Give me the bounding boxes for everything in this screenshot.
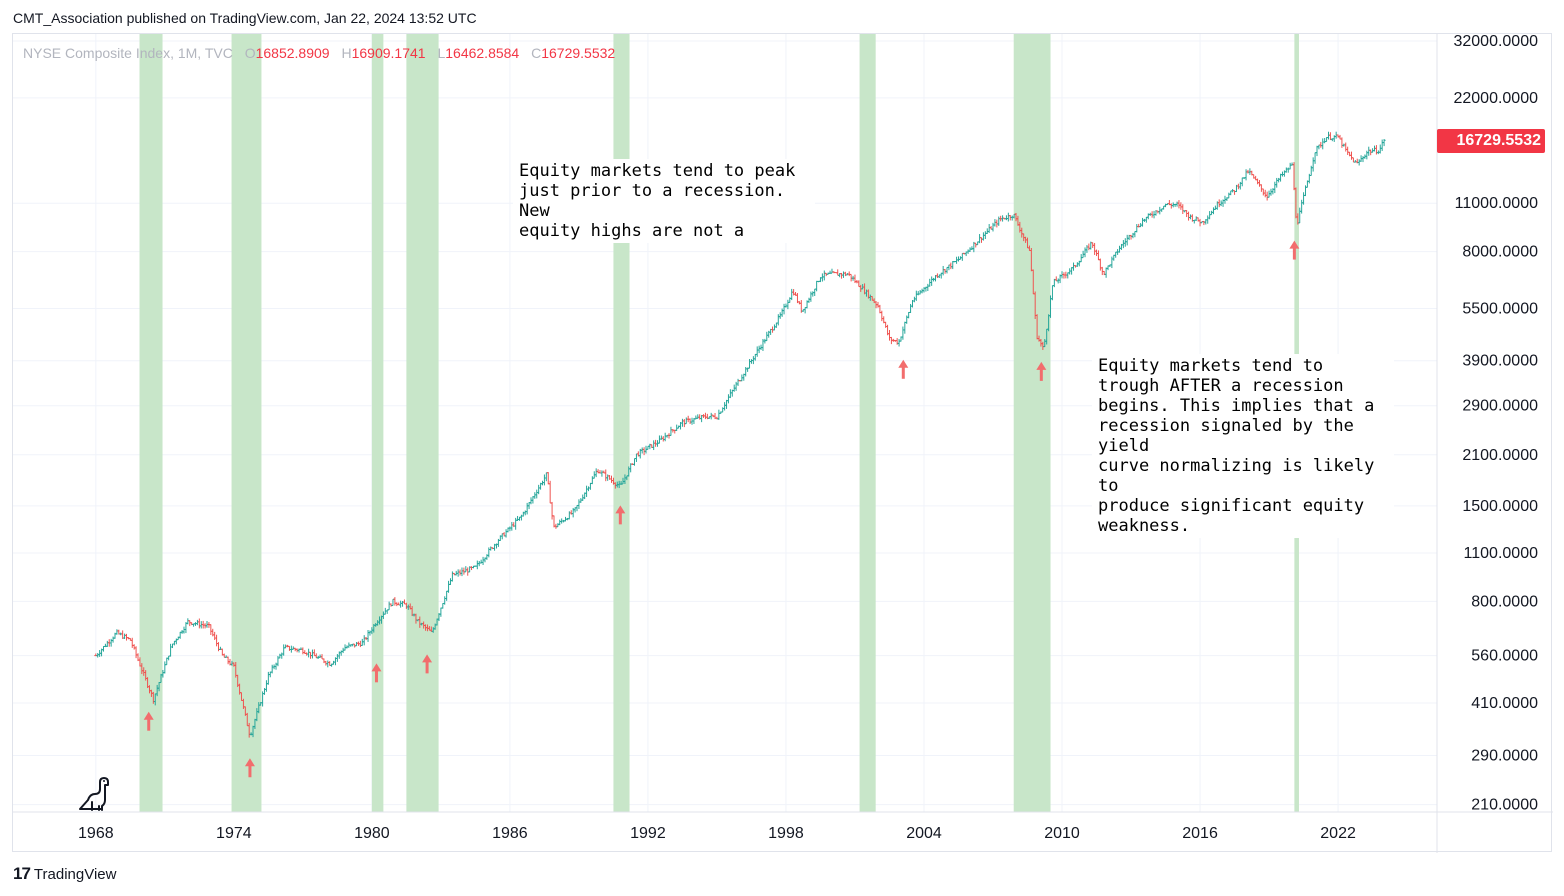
up-arrow-icon: [422, 654, 433, 663]
up-arrow-icon: [371, 663, 382, 672]
low-value: 16462.8584: [445, 45, 520, 61]
tradingview-footer[interactable]: 17 TradingView: [13, 864, 116, 884]
x-tick-label: 1974: [216, 825, 252, 842]
high-label: H: [341, 45, 352, 61]
x-tick-label: 2016: [1182, 825, 1218, 842]
x-tick-label: 2004: [906, 825, 942, 842]
dinosaur-icon: [79, 777, 109, 811]
tradingview-brand: TradingView: [33, 865, 117, 883]
up-arrow-icon: [143, 711, 154, 720]
recession-band: [231, 34, 262, 812]
up-arrow-icon: [898, 359, 909, 368]
up-arrow-icon: [615, 505, 626, 514]
up-arrow-icon: [244, 758, 255, 767]
x-tick-label: 1998: [768, 825, 804, 842]
y-tick-label: 3900.0000: [1462, 353, 1538, 370]
symbol-legend[interactable]: NYSE Composite Index, 1M, TVC O16852.890…: [23, 45, 615, 61]
recession-band: [1013, 34, 1051, 812]
last-price-badge: 16729.5532: [1437, 129, 1545, 153]
open-value: 16852.8909: [255, 45, 330, 61]
peak-annotation[interactable]: Equity markets tend to peak just prior t…: [513, 159, 815, 243]
y-tick-label: 410.0000: [1471, 695, 1538, 712]
close-value: 16729.5532: [541, 45, 616, 61]
x-tick-label: 2010: [1044, 825, 1080, 842]
x-tick-label: 2022: [1320, 825, 1356, 842]
recession-band: [139, 34, 163, 812]
symbol-name: NYSE Composite Index, 1M, TVC: [23, 45, 233, 61]
y-tick-label: 210.0000: [1471, 797, 1538, 814]
x-tick-label: 1968: [78, 825, 114, 842]
x-tick-label: 1986: [492, 825, 528, 842]
trough-annotation[interactable]: Equity markets tend to trough AFTER a re…: [1092, 354, 1394, 538]
y-tick-label: 22000.0000: [1453, 90, 1538, 107]
price-bars: [94, 131, 1386, 738]
recession-band: [613, 34, 630, 812]
trough-arrows: [143, 240, 1300, 778]
price-axis: 32000.0000 22000.0000 11000.0000 8000.0000 5…: [1453, 34, 1538, 814]
up-arrow-icon: [1036, 361, 1047, 370]
high-value: 16909.1741: [351, 45, 426, 61]
tradingview-logo-icon: 17: [13, 864, 31, 883]
y-tick-label: 2900.0000: [1462, 398, 1538, 415]
up-arrow-icon: [1289, 240, 1300, 249]
y-tick-label: 11000.0000: [1455, 195, 1538, 212]
publisher-line: CMT_Association published on TradingView…: [13, 10, 477, 26]
y-tick-label: 1500.0000: [1462, 498, 1538, 515]
y-tick-label: 290.0000: [1471, 748, 1538, 765]
y-tick-label: 560.0000: [1471, 648, 1538, 665]
y-tick-label: 800.0000: [1471, 593, 1538, 610]
low-label: L: [437, 45, 446, 61]
x-tick-label: 1980: [354, 825, 390, 842]
y-tick-label: 2100.0000: [1462, 447, 1538, 464]
recession-band: [406, 34, 439, 812]
time-axis: 1968 1974 1980 1986 1992 1998 2004 2010 2016 2022: [78, 825, 1356, 842]
open-label: O: [244, 45, 256, 61]
y-tick-label: 1100.0000: [1464, 545, 1539, 562]
close-label: C: [531, 45, 542, 61]
y-tick-label: 32000.0000: [1453, 34, 1538, 50]
y-tick-label: 5500.0000: [1462, 300, 1538, 317]
x-tick-label: 1992: [630, 825, 666, 842]
y-tick-label: 8000.0000: [1462, 244, 1538, 261]
recession-band: [859, 34, 876, 812]
recession-band: [371, 34, 384, 812]
